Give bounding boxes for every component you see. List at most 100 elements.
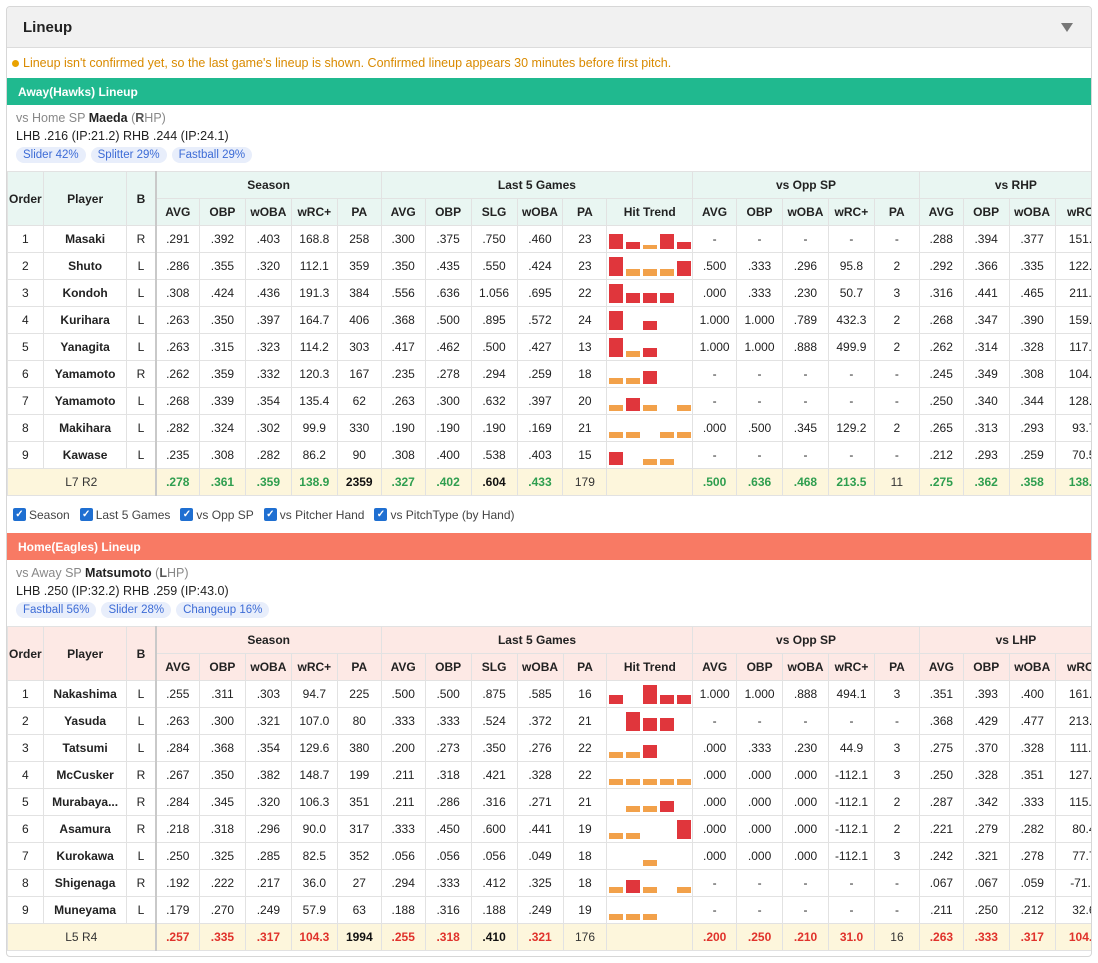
- col-header[interactable]: OBP: [198, 198, 246, 226]
- col-header[interactable]: AVG: [918, 198, 964, 226]
- player-name[interactable]: Yanagita: [42, 333, 128, 361]
- checkbox-checked-icon[interactable]: ✓: [263, 508, 277, 521]
- col-header[interactable]: OBP: [424, 653, 472, 681]
- pitch-pill[interactable]: Fastball 29%: [171, 147, 253, 163]
- pitch-pill[interactable]: Slider 42%: [16, 147, 86, 163]
- pitch-pill[interactable]: Changeup 16%: [176, 602, 270, 618]
- col-header[interactable]: PA: [336, 198, 382, 226]
- col-header[interactable]: PA: [562, 653, 608, 681]
- player-name[interactable]: McCusker: [42, 761, 128, 789]
- col-header[interactable]: OBP: [736, 653, 784, 681]
- pitch-pill[interactable]: Slider 28%: [101, 602, 172, 618]
- col-header[interactable]: SLG: [470, 198, 518, 226]
- col-header[interactable]: OBP: [962, 653, 1010, 681]
- pitch-pill[interactable]: Splitter 29%: [90, 147, 167, 163]
- player-name[interactable]: Shuto: [42, 252, 128, 280]
- col-header[interactable]: AVG: [154, 198, 200, 226]
- hit-trend-bar: [608, 404, 623, 411]
- filter-checkbox[interactable]: ✓ vs Pitcher Hand: [263, 508, 364, 522]
- checkbox-checked-icon[interactable]: ✓: [13, 508, 26, 521]
- table-row[interactable]: 8 Makihara L .282.324.302 99.9 330.190.190.19…: [7, 414, 1091, 442]
- player-name[interactable]: Makihara: [42, 414, 128, 442]
- player-name[interactable]: Masaki: [42, 225, 128, 253]
- col-header[interactable]: SLG: [470, 653, 518, 681]
- table-row[interactable]: 1 Masaki R .291.392.403 168.8 258.300.375.750…: [7, 225, 1091, 253]
- col-header[interactable]: AVG: [918, 653, 964, 681]
- table-row[interactable]: 6 Yamamoto R .262.359.332 120.3 167.235.278.2…: [7, 360, 1091, 388]
- col-header[interactable]: OBP: [424, 198, 472, 226]
- table-row[interactable]: 9 Kawase L .235.308.282 86.2 90.308.400.538.4…: [7, 441, 1091, 469]
- col-header[interactable]: AVG: [380, 653, 426, 681]
- player-name[interactable]: Tatsumi: [42, 734, 128, 762]
- player-name[interactable]: Yasuda: [42, 707, 128, 735]
- filter-checkbox[interactable]: ✓ Last 5 Games: [79, 508, 170, 522]
- panel-header[interactable]: Lineup: [7, 7, 1091, 48]
- filter-checkbox[interactable]: ✓ vs PitchType (by Hand): [374, 508, 515, 522]
- col-header[interactable]: OBP: [736, 198, 783, 226]
- hit-trend-chart: [608, 365, 691, 384]
- col-header[interactable]: PA: [336, 653, 382, 681]
- col-header[interactable]: wOBA: [1008, 653, 1056, 681]
- sp-name[interactable]: Matsumoto: [85, 566, 152, 580]
- player-name[interactable]: Kawase: [42, 441, 128, 469]
- player-name[interactable]: Murabaya...: [42, 788, 128, 816]
- col-header[interactable]: AVG: [692, 653, 738, 681]
- col-header[interactable]: wOBA: [244, 653, 292, 681]
- col-header[interactable]: AVG: [692, 198, 738, 226]
- player-name[interactable]: Kondoh: [42, 279, 128, 307]
- table-row[interactable]: 6 Asamura R .218.318.296 90.0 317.333.450.600…: [7, 815, 1091, 843]
- vs-hand-stat: .347: [962, 306, 1010, 334]
- vs-hand-stat: .366: [962, 252, 1010, 280]
- player-name[interactable]: Nakashima: [42, 680, 128, 708]
- col-header[interactable]: wOBA: [782, 653, 830, 681]
- caret-down-icon[interactable]: [1061, 22, 1073, 32]
- table-row[interactable]: 7 Kurokawa L .250.325.285 82.5 352.056.056.05…: [7, 842, 1091, 870]
- col-header[interactable]: PA: [873, 198, 920, 226]
- col-header[interactable]: wOBA: [244, 198, 292, 226]
- col-header[interactable]: wOBA: [1008, 198, 1056, 226]
- table-row[interactable]: 3 Tatsumi L .284.368.354 129.6 380.200.273.35…: [7, 734, 1091, 762]
- col-header[interactable]: wOBA: [516, 653, 564, 681]
- col-header[interactable]: wRC+: [290, 198, 338, 226]
- checkbox-checked-icon[interactable]: ✓: [180, 508, 194, 521]
- table-row[interactable]: 9 Muneyama L .179.270.249 57.9 63.188.316.188…: [7, 896, 1091, 924]
- col-header[interactable]: wOBA: [781, 198, 829, 226]
- col-header[interactable]: PA: [562, 198, 608, 226]
- player-name[interactable]: Yamamoto: [42, 387, 128, 415]
- col-header[interactable]: wRC+: [828, 653, 875, 681]
- table-row[interactable]: 3 Kondoh L .308.424.436 191.3 384.556.636 1.05…: [7, 279, 1091, 307]
- col-header[interactable]: wRC+: [827, 198, 875, 226]
- col-header[interactable]: wRC+: [1054, 198, 1091, 226]
- player-name[interactable]: Kurokawa: [42, 842, 128, 870]
- col-header[interactable]: AVG: [154, 653, 200, 681]
- filter-checkbox[interactable]: ✓ Season: [13, 508, 70, 522]
- col-header[interactable]: PA: [873, 653, 920, 681]
- player-name[interactable]: Asamura: [42, 815, 128, 843]
- pitch-pill[interactable]: Fastball 56%: [16, 602, 97, 618]
- checkbox-checked-icon[interactable]: ✓: [79, 508, 93, 521]
- table-row[interactable]: 8 Shigenaga R .192.222.217 36.0 27.294.333.41…: [7, 869, 1091, 897]
- col-header[interactable]: wOBA: [516, 198, 564, 226]
- table-row[interactable]: 5 Yanagita L .263.315.323 114.2 303.417.462.5…: [7, 333, 1091, 361]
- table-row[interactable]: 5 Murabaya... R .284.345.320 106.3 351.211.28…: [7, 788, 1091, 816]
- col-header[interactable]: OBP: [198, 653, 246, 681]
- player-name[interactable]: Yamamoto: [42, 360, 128, 388]
- player-name[interactable]: Kurihara: [42, 306, 128, 334]
- col-header[interactable]: AVG: [380, 198, 426, 226]
- col-header[interactable]: wRC+: [290, 653, 338, 681]
- col-header[interactable]: Hit Trend: [606, 198, 694, 226]
- col-header[interactable]: Hit Trend: [606, 653, 694, 681]
- checkbox-checked-icon[interactable]: ✓: [374, 508, 388, 521]
- table-row[interactable]: 4 McCusker R .267.350.382 148.7 199.211.318.4…: [7, 761, 1091, 789]
- player-name[interactable]: Shigenaga: [42, 869, 128, 897]
- col-header[interactable]: wRC+: [1054, 653, 1091, 681]
- table-row[interactable]: 4 Kurihara L .263.350.397 164.7 406.368.500.8…: [7, 306, 1091, 334]
- table-row[interactable]: 2 Shuto L .286.355.320 112.1 359.350.435.550.…: [7, 252, 1091, 280]
- table-row[interactable]: 2 Yasuda L .263.300.321 107.0 80.333.333.524.…: [7, 707, 1091, 735]
- filter-checkbox[interactable]: ✓ vs Opp SP: [180, 508, 254, 522]
- sp-name[interactable]: Maeda: [88, 111, 128, 125]
- table-row[interactable]: 7 Yamamoto L .268.339.354 135.4 62.263.300.63…: [7, 387, 1091, 415]
- player-name[interactable]: Muneyama: [42, 896, 128, 924]
- col-header[interactable]: OBP: [962, 198, 1010, 226]
- table-row[interactable]: 1 Nakashima L .255.311.303 94.7 225.500.500.8…: [7, 680, 1091, 708]
